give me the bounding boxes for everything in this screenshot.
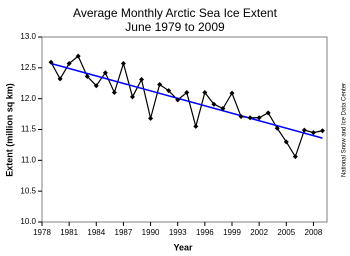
data-marker [175,97,181,103]
data-marker [75,53,81,59]
data-marker [139,77,145,83]
data-marker [84,73,90,79]
x-tick-label: 1996 [196,228,214,237]
data-marker [184,90,190,95]
x-tick-label: 2008 [305,228,323,237]
chart-subtitle: June 1979 to 2009 [125,20,225,34]
data-marker [202,90,208,95]
y-tick-label: 13.0 [20,32,36,41]
data-marker [301,127,307,133]
data-marker [157,81,163,87]
data-marker [48,59,54,65]
data-marker [220,106,226,112]
x-tick-label: 2002 [250,228,268,237]
data-marker [120,61,126,67]
data-marker [265,110,271,116]
y-tick-label: 10.5 [20,186,36,195]
y-tick-label: 10.0 [20,217,36,226]
x-tick-label: 1993 [169,228,187,237]
data-marker [229,90,235,96]
data-marker [319,128,325,134]
data-marker [292,154,298,160]
x-tick-label: 1978 [33,228,51,237]
data-marker [111,90,117,95]
x-tick-label: 1981 [60,228,78,237]
y-axis-title: Extent (million sq km) [4,83,14,177]
chart-title: Average Monthly Arctic Sea Ice Extent [73,6,278,20]
data-marker [166,88,172,94]
data-marker [57,76,63,82]
data-marker [238,114,244,120]
data-marker [256,115,262,121]
data-marker [283,139,289,145]
x-tick-label: 1984 [87,228,105,237]
x-tick-label: 1987 [115,228,133,237]
data-marker [129,94,135,100]
y-tick-label: 12.5 [20,63,36,72]
data-marker [66,61,72,67]
data-marker [274,125,280,131]
x-tick-label: 2005 [277,228,295,237]
trend-line [50,62,323,139]
data-marker [193,123,199,129]
data-marker [211,101,217,107]
data-marker [148,115,154,121]
y-tick-label: 11.5 [21,125,37,134]
data-marker [93,83,99,89]
x-axis-title: Year [173,242,193,252]
y-tick-label: 11.0 [21,155,37,164]
y-tick-label: 12.0 [20,94,36,103]
data-marker [102,70,108,76]
x-tick-label: 1999 [223,228,241,237]
source-note: National Snow and Ice Data Center [342,83,348,177]
data-marker [310,130,316,136]
x-tick-label: 1990 [142,228,160,237]
data-marker [247,115,253,121]
